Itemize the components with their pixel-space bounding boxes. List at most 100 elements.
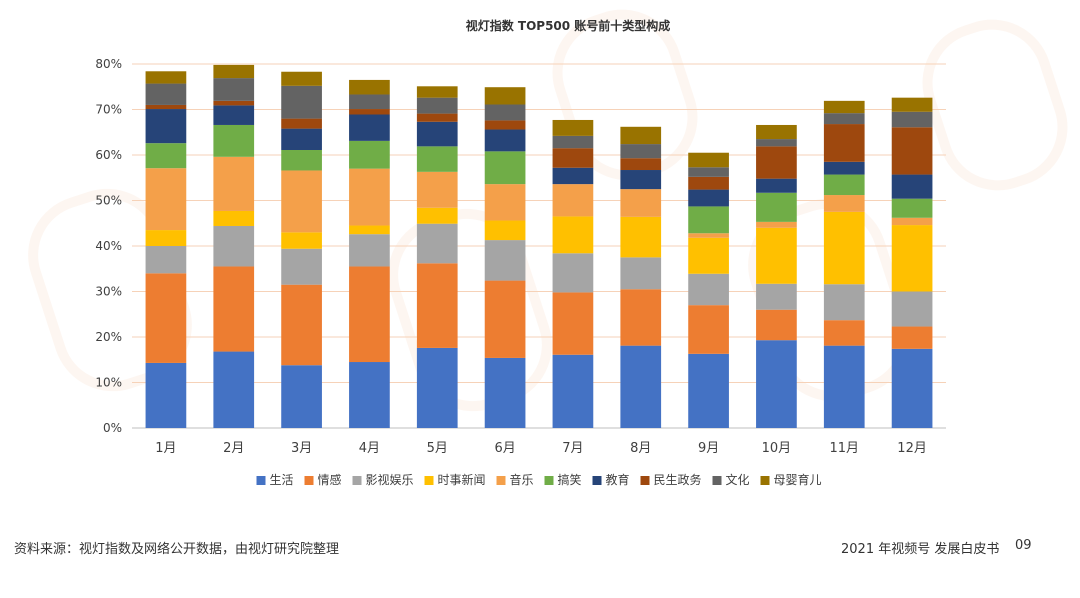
bar-segment	[891, 127, 933, 175]
x-tick-label: 8月	[630, 441, 651, 456]
bar-segment	[891, 348, 933, 428]
bar-segment	[213, 210, 255, 226]
legend-item: 影视娱乐	[352, 472, 414, 487]
bar-segment	[484, 280, 526, 358]
bar-segment	[620, 126, 662, 145]
legend-swatch	[496, 476, 506, 485]
bar-segment	[688, 233, 729, 238]
bar-segment	[145, 273, 187, 363]
legend-swatch	[424, 476, 434, 485]
legend-item: 教育	[592, 472, 630, 487]
x-tick-label: 3月	[291, 441, 312, 456]
bar-segment	[213, 225, 255, 267]
bar-segment	[823, 211, 865, 285]
bar-segment	[281, 284, 322, 366]
x-tick-label: 5月	[427, 441, 448, 456]
bar-segment	[756, 340, 797, 428]
bar-segment	[756, 221, 797, 228]
bar-segment	[213, 78, 255, 101]
bar-segment	[281, 232, 322, 249]
bars	[145, 64, 933, 428]
legend-item: 音乐	[496, 472, 534, 487]
bar-segment	[823, 113, 865, 125]
bar-segment	[823, 100, 865, 114]
bar-segment	[688, 152, 729, 168]
y-tick-label: 30%	[95, 285, 122, 299]
bar-segment	[145, 362, 187, 428]
bar-segment	[823, 161, 865, 175]
bar-segment	[891, 291, 933, 327]
grid-lines	[132, 63, 946, 429]
bar-segment	[823, 174, 865, 196]
bar-segment	[416, 86, 458, 98]
bar-segment	[281, 128, 322, 150]
bar-segment	[620, 158, 662, 171]
legend-label: 时事新闻	[438, 472, 486, 487]
y-axis: 0% 10% 20% 30% 40% 50% 60% 70% 80%	[95, 57, 122, 435]
bar-segment	[756, 178, 797, 193]
bar-segment	[620, 289, 662, 346]
bar-segment	[145, 246, 187, 274]
bar-segment	[891, 111, 933, 128]
legend-item: 母婴育儿	[760, 472, 822, 487]
legend-swatch	[592, 476, 602, 485]
bar-segment	[552, 216, 594, 254]
bar-segment	[756, 146, 797, 179]
bar-segment	[416, 121, 458, 147]
y-tick-label: 40%	[95, 239, 122, 253]
bar-segment	[552, 253, 594, 293]
bar-segment	[484, 120, 526, 130]
bar-segment	[349, 225, 390, 235]
bar-segment	[891, 174, 933, 199]
bar-segment	[891, 217, 933, 226]
bar-segment	[281, 118, 322, 129]
bar-segment	[145, 168, 187, 231]
bar-segment	[756, 227, 797, 284]
legend-swatch	[256, 476, 266, 485]
bar-segment	[823, 345, 865, 428]
x-tick-label: 9月	[698, 441, 719, 456]
bar-segment	[349, 109, 390, 115]
x-tick-label: 1月	[155, 441, 176, 456]
legend-label: 搞笑	[558, 472, 582, 487]
bar-segment	[756, 283, 797, 310]
legend-label: 文化	[726, 472, 750, 487]
bar-segment	[756, 124, 797, 140]
bar-segment	[756, 309, 797, 341]
bar-segment	[281, 248, 322, 285]
legend-item: 生活	[256, 473, 294, 487]
legend-swatch	[544, 476, 554, 485]
bar-segment	[552, 135, 594, 149]
bar-segment	[891, 225, 933, 292]
bar-segment	[416, 347, 458, 428]
y-tick-label: 60%	[95, 148, 122, 162]
bar-segment	[145, 71, 187, 84]
bar-segment	[552, 184, 594, 217]
bar-segment	[281, 170, 322, 233]
bar-segment	[416, 223, 458, 264]
bar-segment	[349, 94, 390, 110]
x-tick-label: 7月	[562, 441, 583, 456]
bar-segment	[484, 87, 526, 105]
bar-segment	[484, 184, 526, 221]
bar-segment	[213, 351, 255, 428]
bar-segment	[484, 357, 526, 428]
bar-segment	[552, 119, 594, 136]
legend-swatch	[760, 476, 770, 485]
x-tick-label: 4月	[359, 441, 380, 456]
bar-segment	[213, 266, 255, 352]
x-tick-label: 11月	[829, 441, 859, 456]
bar-segment	[484, 104, 526, 121]
source-note: 资料来源：视灯指数及网络公开数据，由视灯研究院整理	[14, 542, 340, 557]
legend-item: 搞笑	[544, 472, 582, 487]
bar-segment	[416, 263, 458, 348]
bar-segment	[145, 109, 187, 144]
bar-segment	[416, 113, 458, 122]
bar-segment	[213, 156, 255, 211]
bar-segment	[620, 257, 662, 290]
bar-segment	[688, 273, 729, 306]
bar-segment	[756, 139, 797, 147]
bar-segment	[823, 284, 865, 321]
y-tick-label: 80%	[95, 57, 122, 71]
